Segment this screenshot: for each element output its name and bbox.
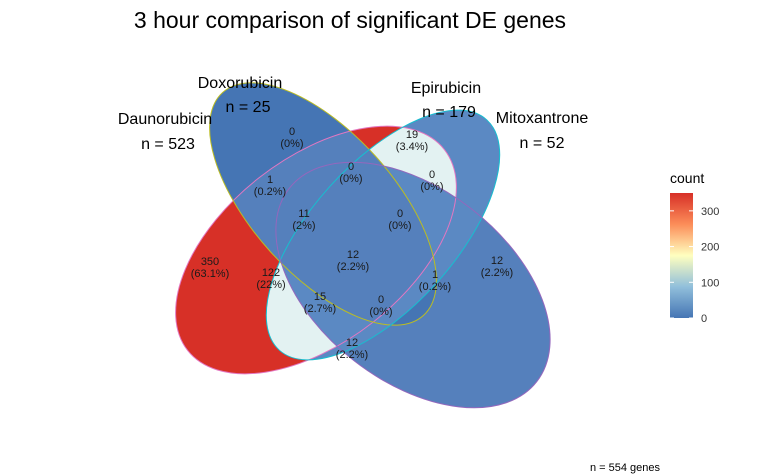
set-n-doxorubicin: n = 25	[226, 99, 271, 116]
count-doxorubicin-only: 0	[289, 126, 295, 138]
count-daunorubicin-mitoxantrone: 12	[346, 337, 358, 349]
count-epirubicin-mitoxantrone: 0	[429, 169, 435, 181]
region-fills	[175, 82, 551, 408]
set-n-epirubicin: n = 179	[422, 104, 476, 121]
pct-all-four: (2.2%)	[337, 261, 369, 273]
legend-tick-label: 100	[701, 277, 719, 289]
pct-doxorubicin-epirubicin: (0%)	[339, 173, 362, 185]
count-all-four: 12	[347, 249, 359, 261]
legend-color-bar	[670, 193, 693, 318]
outline-mitoxantrone	[275, 161, 551, 409]
pct-doxorubicin-only: (0%)	[280, 138, 303, 150]
count-daunorubicin-only: 350	[201, 256, 219, 268]
pct-daunorubicin-epirubicin: (22%)	[256, 279, 285, 291]
count-doxorubicin-epirubicin-mitoxantrone: 0	[397, 208, 403, 220]
pct-daunorubicin-mitoxantrone: (2.2%)	[336, 349, 368, 361]
color-legend: count 300 200 100 0	[670, 170, 719, 325]
set-outlines	[175, 82, 551, 409]
pct-daunorubicin-doxorubicin-mitoxantrone: (0%)	[369, 306, 392, 318]
count-epirubicin-only: 19	[406, 129, 418, 141]
outline-epirubicin	[265, 109, 501, 361]
pct-doxorubicin-mitoxantrone: (0.2%)	[419, 281, 451, 293]
total-genes-label: n = 554 genes	[590, 462, 661, 474]
count-doxorubicin-epirubicin: 0	[348, 161, 354, 173]
set-labels: Daunorubicin n = 523 Doxorubicin n = 25 …	[118, 75, 588, 153]
legend-tick-label: 300	[701, 206, 719, 218]
set-n-mitoxantrone: n = 52	[520, 135, 565, 152]
region-labels: 350 (63.1%) 0 (0%) 19 (3.4%) 12 (2.2%) 1…	[191, 126, 513, 361]
set-name-mitoxantrone: Mitoxantrone	[496, 110, 589, 127]
count-daunorubicin-doxorubicin-mitoxantrone: 0	[378, 294, 384, 306]
chart-title: 3 hour comparison of significant DE gene…	[134, 7, 566, 33]
count-daunorubicin-doxorubicin: 1	[267, 174, 273, 186]
set-n-daunorubicin: n = 523	[141, 136, 195, 153]
count-mitoxantrone-only: 12	[491, 255, 503, 267]
pct-epirubicin-only: (3.4%)	[396, 141, 428, 153]
outline-doxorubicin	[209, 82, 437, 326]
set-name-epirubicin: Epirubicin	[411, 80, 481, 97]
legend-tick-label: 0	[701, 313, 707, 325]
count-doxorubicin-mitoxantrone: 1	[432, 269, 438, 281]
pct-doxorubicin-epirubicin-mitoxantrone: (0%)	[388, 220, 411, 232]
pct-mitoxantrone-only: (2.2%)	[481, 267, 513, 279]
pct-daunorubicin-doxorubicin: (0.2%)	[254, 186, 286, 198]
count-daunorubicin-epirubicin: 122	[262, 267, 280, 279]
legend-tick-label: 200	[701, 242, 719, 254]
set-name-daunorubicin: Daunorubicin	[118, 111, 212, 128]
pct-daunorubicin-epirubicin-mitoxantrone: (2.7%)	[304, 303, 336, 315]
pct-daunorubicin-only: (63.1%)	[191, 268, 230, 280]
legend-ticks: 300 200 100 0	[670, 206, 719, 325]
count-daunorubicin-doxorubicin-epirubicin: 11	[298, 208, 309, 220]
pct-daunorubicin-doxorubicin-epirubicin: (2%)	[292, 220, 315, 232]
pct-epirubicin-mitoxantrone: (0%)	[420, 181, 443, 193]
legend-title: count	[670, 170, 704, 186]
set-name-doxorubicin: Doxorubicin	[198, 75, 282, 92]
count-daunorubicin-epirubicin-mitoxantrone: 15	[314, 291, 326, 303]
